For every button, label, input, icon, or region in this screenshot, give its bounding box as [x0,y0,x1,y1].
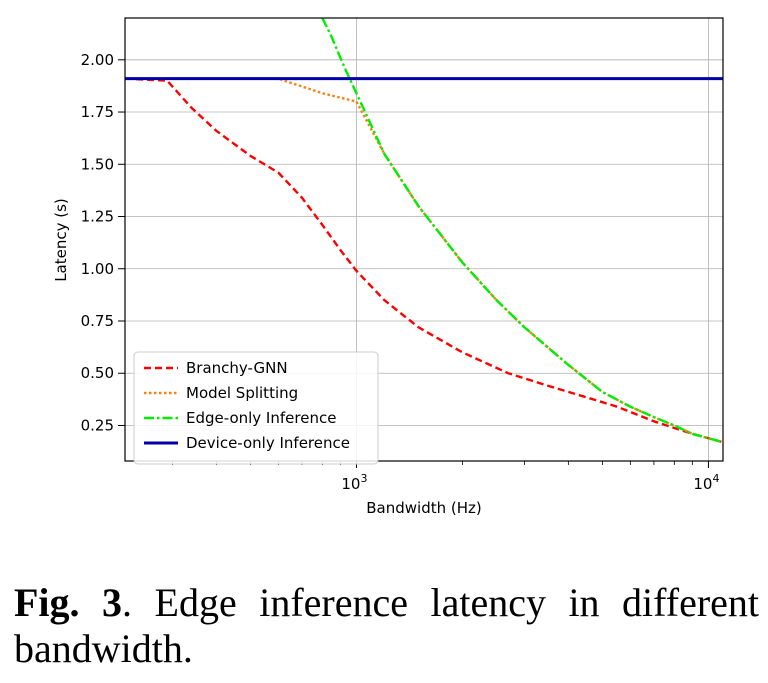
x-tick-label: 104 [693,472,719,493]
y-tick-label: 0.50 [81,364,114,382]
plot-frame [124,17,724,462]
y-axis-label: Latency (s) [52,198,70,282]
caption-text: . Edge inference latency in different ba… [14,580,760,671]
y-tick-label: 1.25 [81,208,114,226]
series-line-edge-only-inference [321,18,723,444]
x-tick-label: 103 [341,472,367,493]
y-tick-label: 0.75 [81,312,114,330]
y-tick-label: 1.50 [81,155,114,173]
y-tick-label: 1.75 [81,103,114,121]
legend-box [133,351,379,465]
legend: Branchy-GNN Model Splitting Edge-only Infe… [133,351,379,465]
legend-entry: Device-only Inference [186,434,350,452]
legend-entry: Branchy-GNN [186,359,288,377]
x-axis-label: Bandwidth (Hz) [366,499,481,517]
latency-chart: 103 104 0.25 0.50 0.75 1.00 1.25 1.50 1.75 2.00 B… [52,17,724,517]
legend-entry: Edge-only Inference [186,409,336,427]
y-tick-label: 2.00 [81,51,114,69]
y-tick-label: 0.25 [81,416,114,434]
legend-entry: Model Splitting [186,384,298,402]
series-line-branchy-gnn [125,77,723,444]
caption-figure-label: Fig. 3 [14,580,123,625]
figure-caption: Fig. 3. Edge inference latency in differ… [14,580,759,672]
y-tick-label: 1.00 [81,260,114,278]
series-layer [125,18,723,444]
